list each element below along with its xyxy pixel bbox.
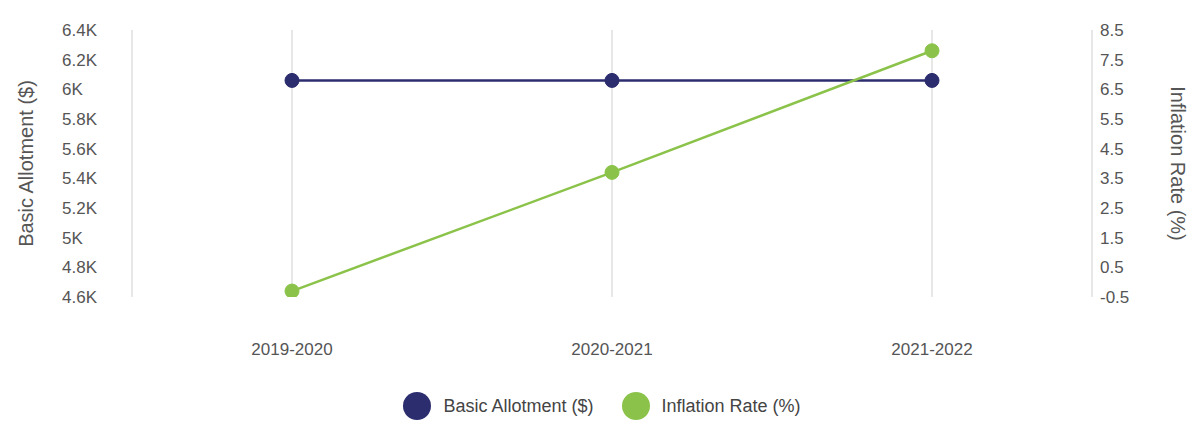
svg-text:5.5: 5.5 [1100,110,1124,129]
svg-text:1.5: 1.5 [1100,229,1124,248]
svg-text:Basic Allotment ($): Basic Allotment ($) [15,80,37,247]
svg-text:4.8K: 4.8K [62,258,98,277]
svg-text:0.5: 0.5 [1100,258,1124,277]
svg-text:6K: 6K [62,80,83,99]
svg-text:5K: 5K [62,229,83,248]
svg-text:5.2K: 5.2K [62,199,98,218]
svg-text:8.5: 8.5 [1100,21,1124,40]
svg-text:5.4K: 5.4K [62,169,98,188]
svg-text:2021-2022: 2021-2022 [891,340,972,359]
svg-text:4.6K: 4.6K [62,288,98,307]
svg-text:2019-2020: 2019-2020 [251,340,332,359]
svg-text:3.5: 3.5 [1100,169,1124,188]
svg-text:2.5: 2.5 [1100,199,1124,218]
svg-text:6.2K: 6.2K [62,51,98,70]
svg-text:5.8K: 5.8K [62,110,98,129]
svg-text:Inflation Rate (%): Inflation Rate (%) [1167,86,1189,241]
html-text:Inflation Rate (%): Inflation Rate (%) [661,395,801,416]
svg-text:2020-2021: 2020-2021 [571,340,652,359]
svg-text:5.6K: 5.6K [62,140,98,159]
html-text:Basic Allotment ($): Basic Allotment ($) [443,395,594,416]
svg-text:7.5: 7.5 [1100,51,1124,70]
svg-text:6.5: 6.5 [1100,80,1124,99]
svg-text:-0.5: -0.5 [1100,288,1129,307]
svg-text:4.5: 4.5 [1100,140,1124,159]
svg-text:6.4K: 6.4K [62,21,98,40]
